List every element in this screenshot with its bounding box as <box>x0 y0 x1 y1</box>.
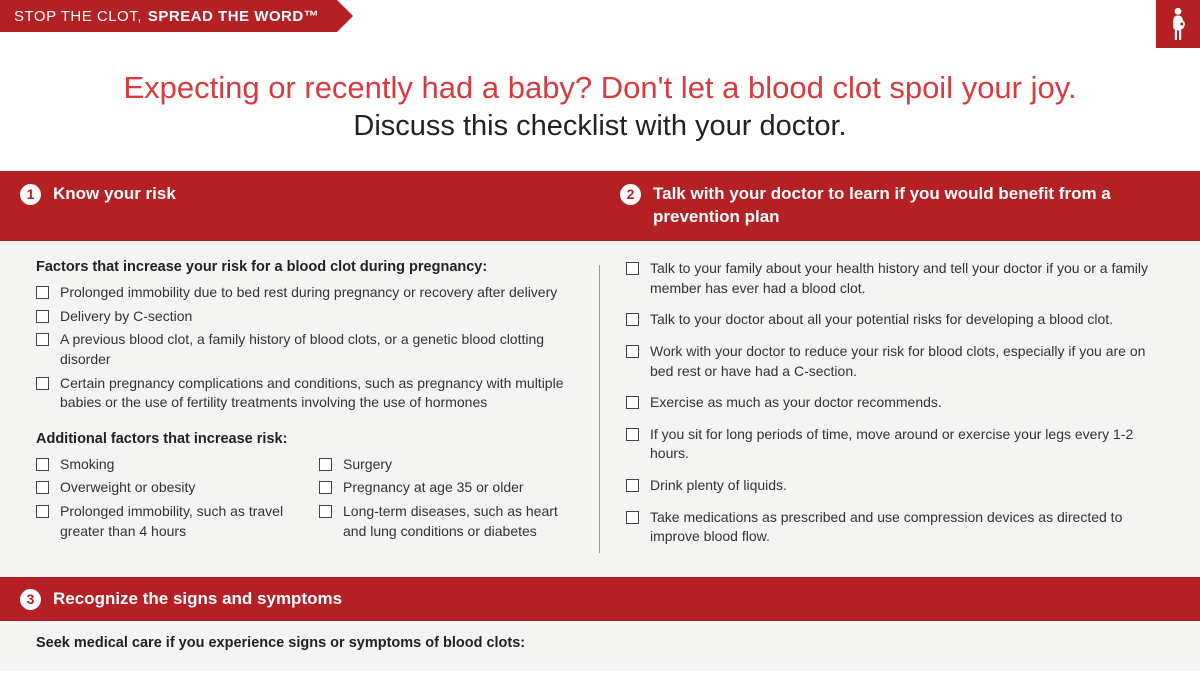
checklist-item: Talk to your family about your health hi… <box>626 259 1164 298</box>
headline-block: Expecting or recently had a baby? Don't … <box>0 38 1200 171</box>
column-left: Factors that increase your risk for a bl… <box>0 259 600 559</box>
risk-factor-list-2b: Surgery Pregnancy at age 35 or older Long-… <box>319 455 574 545</box>
left-subhead-2: Additional factors that increase risk: <box>36 431 574 447</box>
risk-factor-list-1: Prolonged immobility due to bed rest dur… <box>36 283 574 413</box>
section-1-header: 1 Know your risk <box>0 171 600 241</box>
section-2-number: 2 <box>620 184 641 205</box>
checklist-item: Drink plenty of liquids. <box>626 476 1164 496</box>
prevention-plan-list: Talk to your family about your health hi… <box>626 259 1164 547</box>
section-1-title: Know your risk <box>53 183 176 206</box>
section-2-title: Talk with your doctor to learn if you wo… <box>653 183 1176 229</box>
checklist-item: Prolonged immobility due to bed rest dur… <box>36 283 574 303</box>
banner-text-2: SPREAD THE WORD™ <box>148 8 319 25</box>
section-3-subhead: Seek medical care if you experience sign… <box>0 621 1200 671</box>
checklist-item: Surgery <box>319 455 574 475</box>
left-subhead-1: Factors that increase your risk for a bl… <box>36 259 574 275</box>
checklist-item: Work with your doctor to reduce your ris… <box>626 342 1164 381</box>
section-2-header: 2 Talk with your doctor to learn if you … <box>600 171 1200 241</box>
risk-factor-list-2a: Smoking Overweight or obesity Prolonged im… <box>36 455 291 545</box>
checklist-item: Take medications as prescribed and use c… <box>626 508 1164 547</box>
checklist-item: If you sit for long periods of time, mov… <box>626 425 1164 464</box>
headline-red: Expecting or recently had a baby? Don't … <box>40 68 1160 108</box>
column-right: Talk to your family about your health hi… <box>600 259 1200 559</box>
checklist-item: Prolonged immobility, such as travel gre… <box>36 502 291 541</box>
banner-tagline: STOP THE CLOT, SPREAD THE WORD™ <box>0 0 337 32</box>
top-banner: STOP THE CLOT, SPREAD THE WORD™ <box>0 0 1200 38</box>
section-3-header: 3 Recognize the signs and symptoms <box>0 577 1200 621</box>
risk-factor-two-col: Smoking Overweight or obesity Prolonged im… <box>36 455 574 545</box>
checklist-item: Pregnancy at age 35 or older <box>319 478 574 498</box>
section-3-title: Recognize the signs and symptoms <box>53 589 342 609</box>
checklist-item: Talk to your doctor about all your poten… <box>626 310 1164 330</box>
headline-black: Discuss this checklist with your doctor. <box>40 110 1160 143</box>
banner-text-1: STOP THE CLOT, <box>14 8 142 25</box>
pregnant-woman-icon <box>1165 6 1191 42</box>
checklist-item: Certain pregnancy complications and cond… <box>36 374 574 413</box>
pregnancy-icon-badge <box>1156 0 1200 48</box>
content-area: Factors that increase your risk for a bl… <box>0 241 1200 577</box>
checklist-item: Smoking <box>36 455 291 475</box>
checklist-item: Exercise as much as your doctor recommen… <box>626 393 1164 413</box>
section-3-number: 3 <box>20 589 41 610</box>
checklist-item: Delivery by C-section <box>36 307 574 327</box>
checklist-item: Overweight or obesity <box>36 478 291 498</box>
checklist-item: Long-term diseases, such as heart and lu… <box>319 502 574 541</box>
section-header-row: 1 Know your risk 2 Talk with your doctor… <box>0 171 1200 241</box>
checklist-item: A previous blood clot, a family history … <box>36 330 574 369</box>
section-1-number: 1 <box>20 184 41 205</box>
